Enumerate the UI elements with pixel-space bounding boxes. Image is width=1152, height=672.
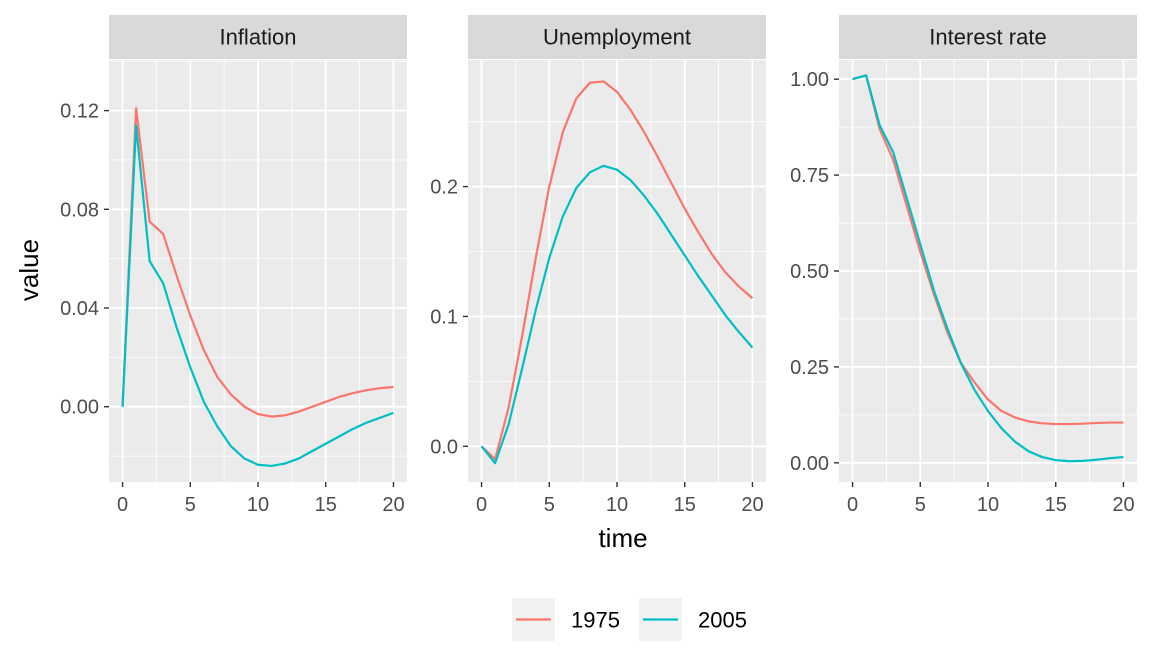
x-tick-label: 10 <box>606 494 628 516</box>
panel-2: Interest rate 0 5 10 15 20 0.00 0.25 0.50 0.75 1.0… <box>790 15 1137 516</box>
y-tick-label: 0.04 <box>60 298 99 320</box>
y-axis-title: value <box>14 239 44 301</box>
x-tick-label: 0 <box>847 494 858 516</box>
y-tick-label: 0.50 <box>790 261 829 283</box>
x-tick-label: 15 <box>1045 494 1067 516</box>
y-tick-label: 0.25 <box>790 357 829 379</box>
y-tick-label: 0.0 <box>430 436 458 458</box>
y-tick-label: 0.12 <box>60 101 99 123</box>
legend: 1975 2005 <box>512 598 747 641</box>
x-tick-label: 20 <box>382 494 404 516</box>
x-tick-label: 5 <box>915 494 926 516</box>
y-tick-label: 0.75 <box>790 165 829 187</box>
panel-1: Unemployment 0 5 10 15 20 0.0 0.1 0.2 <box>430 15 766 516</box>
panel-title: Unemployment <box>543 25 691 50</box>
y-tick-label: 0.00 <box>790 453 829 475</box>
series-line-2005 <box>852 74 1124 463</box>
panel-strip <box>839 15 1137 59</box>
panel-0: Inflation 0 5 10 15 20 0.00 0.04 0.08 0.12 <box>60 15 407 516</box>
series-line-2005 <box>121 124 394 468</box>
x-tick-label: 0 <box>117 494 128 516</box>
panel-title: Inflation <box>219 25 296 50</box>
series-line-2005 <box>480 164 754 465</box>
x-tick-label: 20 <box>1112 494 1134 516</box>
x-tick-label: 10 <box>247 494 269 516</box>
y-tick-label: 1.00 <box>790 69 829 91</box>
panel-strip <box>468 15 766 59</box>
legend-label: 2005 <box>698 608 747 633</box>
y-tick-label: 0.08 <box>60 199 99 221</box>
y-tick-label: 0.2 <box>430 177 458 199</box>
x-axis-title: time <box>598 523 647 553</box>
x-tick-label: 5 <box>544 494 555 516</box>
x-tick-label: 15 <box>674 494 696 516</box>
y-tick-label: 0.00 <box>60 397 99 419</box>
y-tick-label: 0.1 <box>430 306 458 328</box>
panel-title: Interest rate <box>929 25 1046 50</box>
x-tick-label: 20 <box>741 494 763 516</box>
panel-strip <box>109 15 407 59</box>
x-tick-label: 10 <box>977 494 999 516</box>
series-line-1975 <box>480 80 754 461</box>
x-tick-label: 15 <box>315 494 337 516</box>
x-tick-label: 0 <box>476 494 487 516</box>
x-tick-label: 5 <box>185 494 196 516</box>
legend-label: 1975 <box>571 608 620 633</box>
series-line-1975 <box>852 74 1124 426</box>
series-line-1975 <box>121 107 394 418</box>
